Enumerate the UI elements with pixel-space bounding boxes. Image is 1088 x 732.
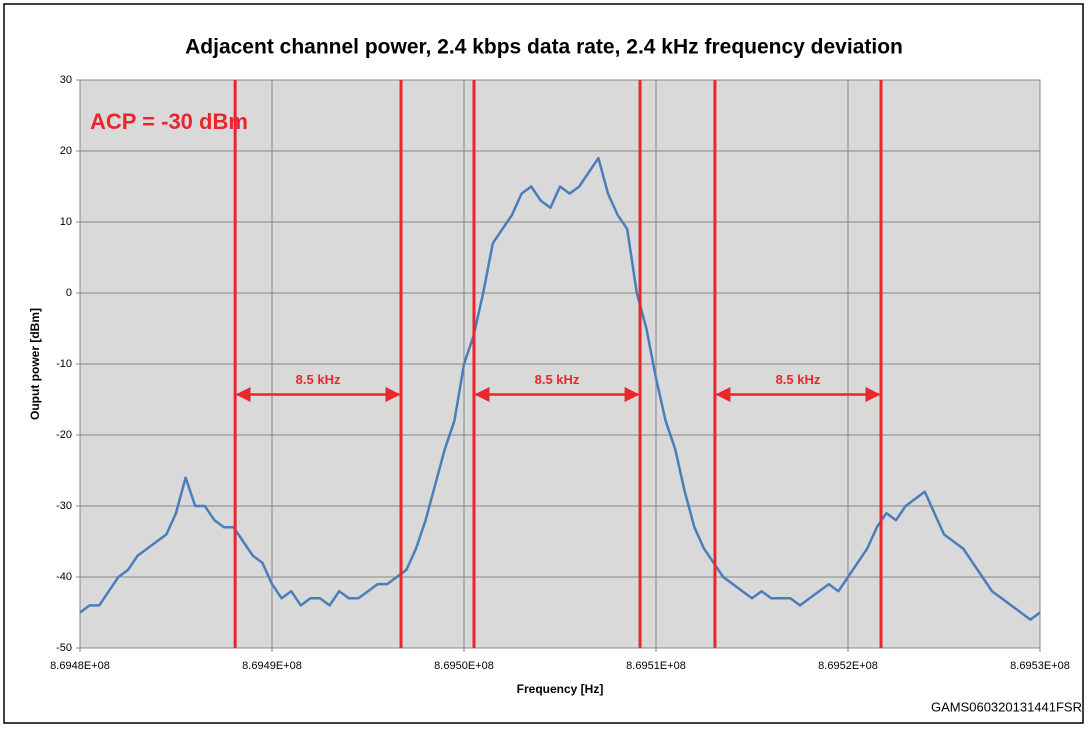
span-label: 8.5 kHz: [296, 372, 341, 387]
x-tick-label: 8.6951E+08: [626, 660, 686, 672]
y-tick-label: -20: [56, 429, 72, 441]
x-axis-label: Frequency [Hz]: [517, 682, 604, 696]
x-tick-label: 8.6948E+08: [50, 660, 110, 672]
x-tick-label: 8.6953E+08: [1010, 660, 1070, 672]
span-label: 8.5 kHz: [776, 372, 821, 387]
footer: GAMS060320131441FSR: [931, 699, 1082, 714]
acp-label: ACP = -30 dBm: [90, 109, 248, 134]
y-tick-label: 20: [60, 145, 72, 157]
y-tick-label: -50: [56, 642, 72, 654]
chart-title: Adjacent channel power, 2.4 kbps data ra…: [185, 36, 903, 59]
y-tick-label: -10: [56, 358, 72, 370]
x-tick-label: 8.6949E+08: [242, 660, 302, 672]
y-axis-label: Ouput power [dBm]: [28, 308, 42, 420]
x-tick-label: 8.6950E+08: [434, 660, 494, 672]
y-tick-label: 30: [60, 74, 72, 86]
y-tick-label: -30: [56, 500, 72, 512]
span-label: 8.5 kHz: [535, 372, 580, 387]
y-tick-label: -40: [56, 571, 72, 583]
y-tick-label: 10: [60, 216, 72, 228]
y-tick-label: 0: [66, 287, 72, 299]
x-tick-label: 8.6952E+08: [818, 660, 878, 672]
